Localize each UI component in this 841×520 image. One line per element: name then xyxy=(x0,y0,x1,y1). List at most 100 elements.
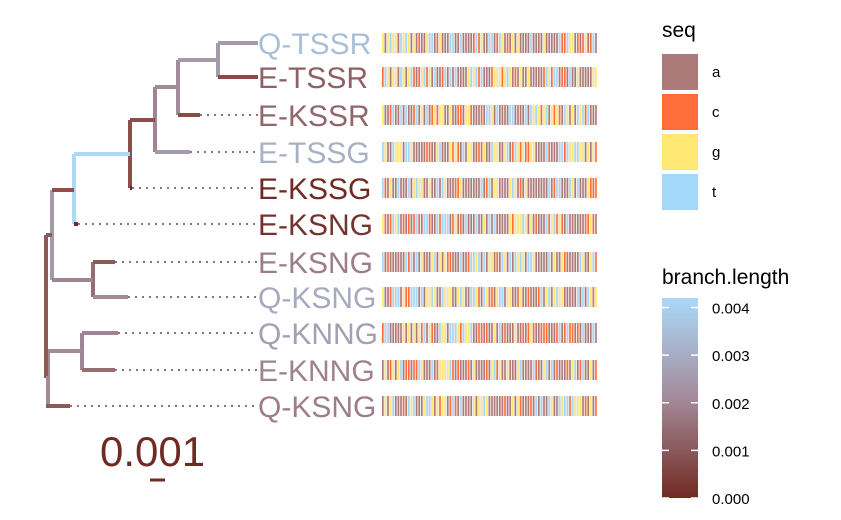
msa-cell xyxy=(540,214,543,234)
msa-cell xyxy=(540,360,543,380)
msa-cell xyxy=(582,360,584,380)
msa-cell xyxy=(465,252,467,272)
msa-cell xyxy=(514,214,517,234)
msa-cell xyxy=(530,396,532,416)
msa-cell xyxy=(519,142,522,162)
msa-cell xyxy=(545,252,548,272)
msa-cell xyxy=(465,214,467,234)
msa-cell xyxy=(426,396,428,416)
msa-cell xyxy=(556,396,558,416)
msa-cell xyxy=(475,396,478,416)
msa-cell xyxy=(457,360,459,380)
msa-cell xyxy=(475,287,478,307)
msa-cell xyxy=(525,105,527,125)
msa-cell xyxy=(431,142,433,162)
msa-cell xyxy=(527,67,530,87)
msa-row xyxy=(382,360,597,380)
msa-cell xyxy=(462,214,465,234)
msa-cell xyxy=(387,396,389,416)
msa-cell xyxy=(504,142,506,162)
msa-cell xyxy=(493,142,496,162)
msa-cell xyxy=(382,142,384,162)
msa-cell xyxy=(480,360,483,380)
msa-cell xyxy=(535,142,537,162)
msa-cell xyxy=(590,33,592,53)
msa-cell xyxy=(545,360,548,380)
msa-cell xyxy=(449,360,452,380)
msa-cell xyxy=(441,214,444,234)
msa-cell xyxy=(532,214,535,234)
msa-cell xyxy=(512,396,514,416)
msa-cell xyxy=(566,360,569,380)
msa-cell xyxy=(449,323,452,343)
msa-cell xyxy=(449,105,452,125)
msa-cell xyxy=(473,287,475,307)
msa-cell xyxy=(441,360,444,380)
msa-cell xyxy=(423,178,426,198)
msa-cell xyxy=(423,396,426,416)
msa-cell xyxy=(564,105,566,125)
msa-cell xyxy=(592,287,595,307)
msa-cell xyxy=(488,287,491,307)
msa-cell xyxy=(473,142,475,162)
msa-cell xyxy=(473,323,475,343)
msa-cell xyxy=(538,396,540,416)
msa-cell xyxy=(545,105,548,125)
msa-cell xyxy=(504,67,506,87)
msa-cell xyxy=(486,142,488,162)
msa-cell xyxy=(558,396,561,416)
msa-cell xyxy=(486,396,488,416)
msa-cell xyxy=(408,396,410,416)
msa-cell xyxy=(506,142,509,162)
msa-cell xyxy=(504,396,506,416)
msa-cell xyxy=(509,287,511,307)
msa-cell xyxy=(595,287,597,307)
msa-cell xyxy=(535,396,537,416)
msa-cell xyxy=(530,105,532,125)
msa-cell xyxy=(423,323,426,343)
msa-cell xyxy=(543,178,545,198)
msa-cell xyxy=(410,105,413,125)
msa-cell xyxy=(574,33,576,53)
msa-cell xyxy=(579,33,582,53)
msa-cell xyxy=(499,105,501,125)
msa-cell xyxy=(475,323,478,343)
msa-cell xyxy=(428,142,431,162)
tip-label: Q-TSSR xyxy=(258,28,371,61)
msa-cell xyxy=(421,396,423,416)
msa-cell xyxy=(564,142,566,162)
msa-cell xyxy=(470,396,472,416)
msa-cell xyxy=(454,178,457,198)
msa-cell xyxy=(496,360,498,380)
msa-cell xyxy=(501,396,504,416)
msa-cell xyxy=(480,287,483,307)
msa-cell xyxy=(462,105,465,125)
msa-cell xyxy=(473,396,475,416)
msa-cell xyxy=(431,178,433,198)
tip-label: Q-KSNG xyxy=(258,282,376,315)
msa-cell xyxy=(462,67,465,87)
msa-cell xyxy=(465,287,467,307)
msa-cell xyxy=(405,252,407,272)
msa-cell xyxy=(405,323,407,343)
msa-cell xyxy=(527,142,530,162)
msa-cell xyxy=(402,142,405,162)
msa-cell xyxy=(512,178,514,198)
msa-cell xyxy=(512,323,514,343)
msa-cell xyxy=(504,360,506,380)
msa-cell xyxy=(548,287,550,307)
msa-cell xyxy=(400,252,402,272)
msa-cell xyxy=(457,252,459,272)
msa-cell xyxy=(439,360,441,380)
msa-cell xyxy=(465,396,467,416)
msa-cell xyxy=(436,323,439,343)
msa-cell xyxy=(509,67,511,87)
msa-cell xyxy=(587,396,589,416)
msa-cell xyxy=(423,142,426,162)
msa-cell xyxy=(413,142,415,162)
msa-cell xyxy=(426,214,428,234)
msa-row xyxy=(382,214,597,234)
msa-cell xyxy=(535,67,537,87)
msa-cell xyxy=(579,360,582,380)
msa-row xyxy=(382,323,597,343)
